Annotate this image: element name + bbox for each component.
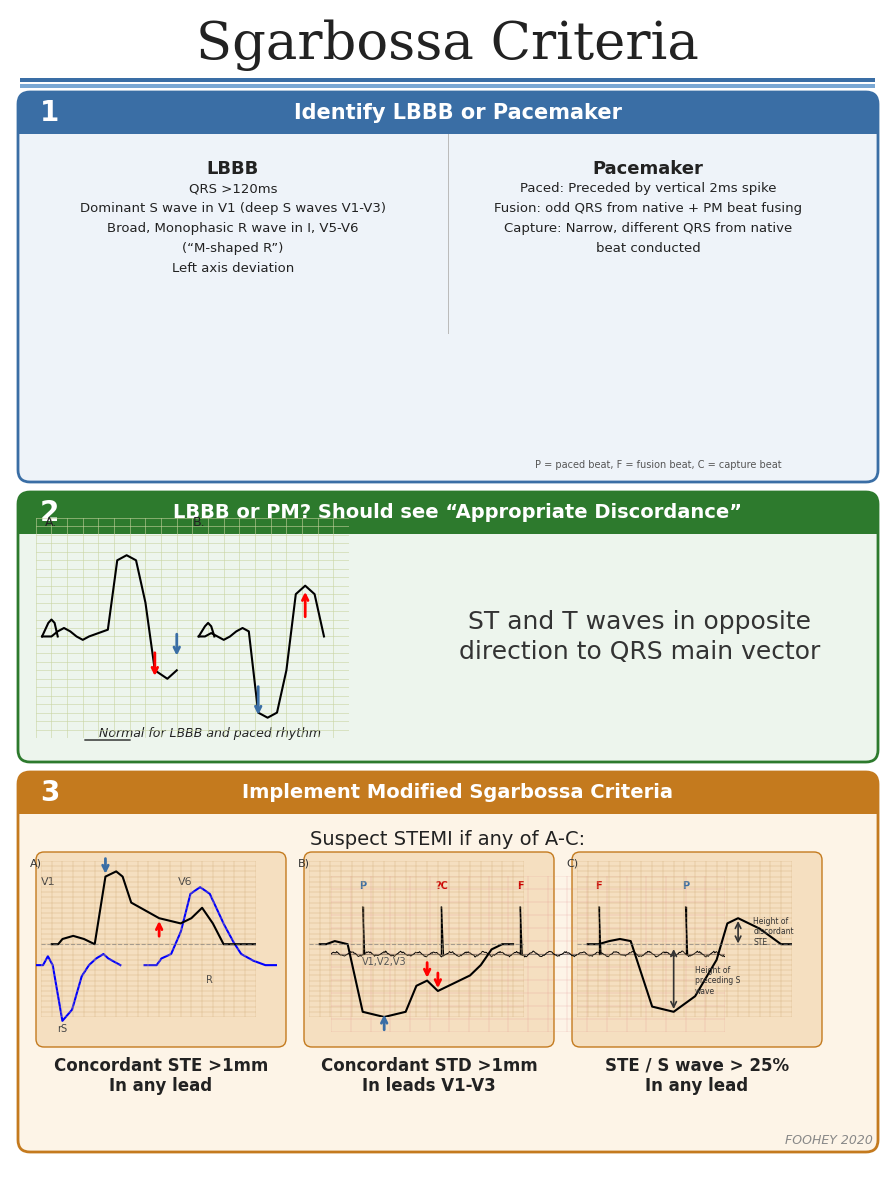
Text: B.: B. bbox=[192, 516, 205, 529]
Bar bbox=[20, 78, 874, 82]
FancyBboxPatch shape bbox=[36, 852, 286, 1046]
Bar bbox=[448, 134, 449, 334]
Text: P: P bbox=[681, 881, 688, 890]
Text: Identify LBBB or Pacemaker: Identify LBBB or Pacemaker bbox=[293, 103, 621, 122]
Bar bbox=[20, 84, 874, 88]
Text: STE / S wave > 25%: STE / S wave > 25% bbox=[604, 1057, 789, 1075]
Text: V1,V2,V3: V1,V2,V3 bbox=[361, 958, 406, 967]
FancyBboxPatch shape bbox=[304, 852, 553, 1046]
Text: Dominant S wave in V1 (deep S waves V1-V3): Dominant S wave in V1 (deep S waves V1-V… bbox=[80, 202, 385, 215]
FancyBboxPatch shape bbox=[18, 772, 877, 814]
Text: Fusion: odd QRS from native + PM beat fusing: Fusion: odd QRS from native + PM beat fu… bbox=[493, 202, 801, 215]
Text: Implement Modified Sgarbossa Criteria: Implement Modified Sgarbossa Criteria bbox=[242, 784, 673, 803]
FancyBboxPatch shape bbox=[18, 92, 877, 482]
Text: V6: V6 bbox=[178, 877, 193, 887]
Text: Height of
preceding S
wave: Height of preceding S wave bbox=[695, 966, 739, 996]
Text: Normal for LBBB and paced rhythm: Normal for LBBB and paced rhythm bbox=[99, 727, 321, 740]
Text: direction to QRS main vector: direction to QRS main vector bbox=[459, 640, 820, 664]
Text: Height of
discordant
STE: Height of discordant STE bbox=[752, 917, 793, 947]
Text: F: F bbox=[595, 881, 602, 890]
Text: P = paced beat, F = fusion beat, C = capture beat: P = paced beat, F = fusion beat, C = cap… bbox=[534, 460, 780, 470]
FancyBboxPatch shape bbox=[18, 492, 877, 762]
Text: ST and T waves in opposite: ST and T waves in opposite bbox=[468, 610, 811, 634]
Text: Paced: Preceded by vertical 2ms spike: Paced: Preceded by vertical 2ms spike bbox=[519, 182, 775, 194]
Text: R: R bbox=[207, 974, 213, 985]
Text: LBBB: LBBB bbox=[207, 160, 259, 178]
Text: Pacemaker: Pacemaker bbox=[592, 160, 703, 178]
Text: rS: rS bbox=[57, 1024, 67, 1034]
FancyBboxPatch shape bbox=[18, 772, 877, 1152]
Text: ?C: ?C bbox=[434, 881, 447, 890]
Text: LBBB or PM? Should see “Appropriate Discordance”: LBBB or PM? Should see “Appropriate Disc… bbox=[173, 504, 742, 522]
Bar bbox=[18, 514, 877, 534]
Text: In leads V1-V3: In leads V1-V3 bbox=[362, 1078, 495, 1094]
Text: FOOHEY 2020: FOOHEY 2020 bbox=[784, 1134, 872, 1147]
Text: Left axis deviation: Left axis deviation bbox=[172, 262, 294, 275]
Text: QRS >120ms: QRS >120ms bbox=[189, 182, 277, 194]
Text: V1: V1 bbox=[40, 877, 55, 887]
Text: F: F bbox=[516, 881, 523, 890]
Text: In any lead: In any lead bbox=[645, 1078, 747, 1094]
Text: Broad, Monophasic R wave in I, V5-V6: Broad, Monophasic R wave in I, V5-V6 bbox=[107, 222, 358, 235]
Bar bbox=[18, 113, 877, 134]
Text: In any lead: In any lead bbox=[109, 1078, 213, 1094]
FancyBboxPatch shape bbox=[18, 492, 877, 534]
Text: Capture: Narrow, different QRS from native: Capture: Narrow, different QRS from nati… bbox=[503, 222, 791, 235]
Text: C): C) bbox=[566, 858, 578, 869]
Text: Suspect STEMI if any of A-C:: Suspect STEMI if any of A-C: bbox=[310, 830, 585, 850]
Text: P: P bbox=[358, 881, 366, 890]
Text: A.: A. bbox=[45, 516, 57, 529]
Text: Sgarbossa Criteria: Sgarbossa Criteria bbox=[196, 19, 697, 71]
Text: (“M-shaped R”): (“M-shaped R”) bbox=[182, 242, 283, 254]
Bar bbox=[18, 793, 877, 814]
Text: Concordant STD >1mm: Concordant STD >1mm bbox=[320, 1057, 536, 1075]
Text: Concordant STE >1mm: Concordant STE >1mm bbox=[54, 1057, 268, 1075]
Text: A): A) bbox=[30, 858, 42, 869]
Text: 2: 2 bbox=[40, 499, 59, 527]
Text: B): B) bbox=[298, 858, 310, 869]
FancyBboxPatch shape bbox=[571, 852, 821, 1046]
Text: 1: 1 bbox=[40, 98, 59, 127]
Text: 3: 3 bbox=[40, 779, 59, 806]
FancyBboxPatch shape bbox=[18, 92, 877, 134]
Text: beat conducted: beat conducted bbox=[595, 242, 700, 254]
